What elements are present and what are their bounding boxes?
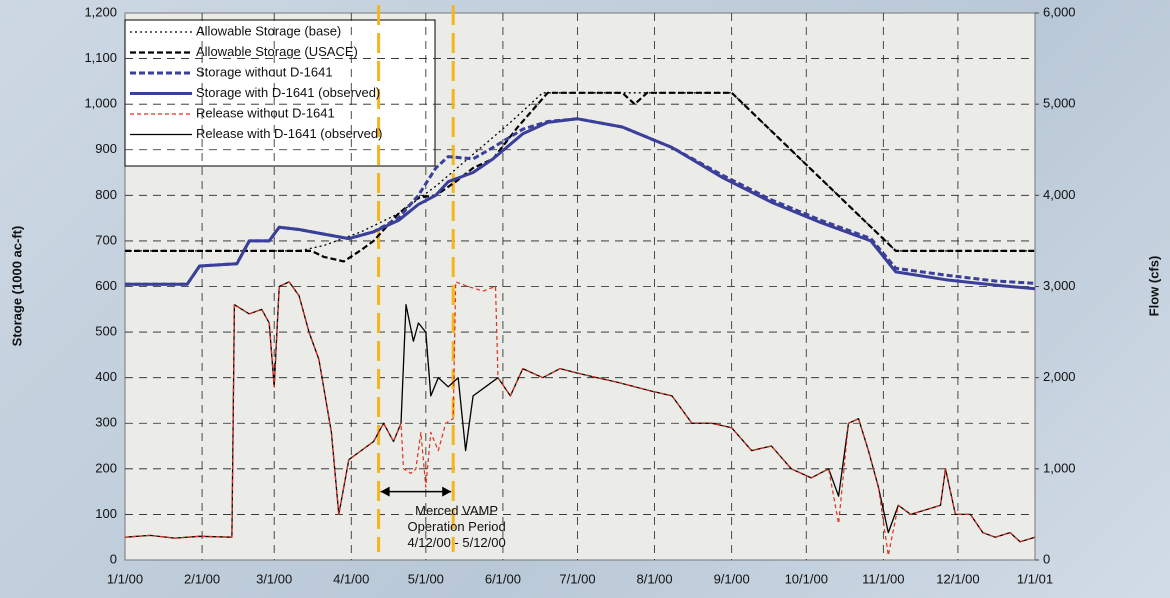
annotation: Merced VAMP: [415, 503, 498, 518]
y-tick-label: 600: [95, 278, 117, 293]
y-tick-label: 800: [95, 187, 117, 202]
y-tick-label: 700: [95, 232, 117, 247]
y-tick-label: 1,100: [84, 50, 117, 65]
x-tick-label: 11/1/00: [862, 571, 904, 586]
annotation: Operation Period: [407, 519, 505, 534]
y2-tick-label: 6,000: [1043, 4, 1076, 19]
x-tick-label: 6/1/00: [485, 571, 521, 586]
x-tick-label: 1/1/00: [107, 571, 143, 586]
y-tick-label: 100: [95, 506, 117, 521]
y-axis-label: Storage (1000 ac-ft): [9, 226, 24, 347]
y-tick-label: 400: [95, 369, 117, 384]
series-line: [125, 92, 1035, 252]
legend-label: Storage without D-1641: [196, 64, 333, 79]
x-tick-label: 9/1/00: [714, 571, 750, 586]
x-tick-label: 5/1/00: [408, 571, 444, 586]
y-tick-label: 1,000: [84, 96, 117, 111]
y2-axis-label: Flow (cfs): [1146, 256, 1161, 317]
y-tick-label: 0: [110, 551, 117, 566]
x-tick-label: 12/1/00: [936, 571, 979, 586]
x-tick-label: 4/1/00: [333, 571, 369, 586]
y2-tick-label: 1,000: [1043, 460, 1076, 475]
legend-label: Storage with D-1641 (observed): [196, 85, 380, 100]
y2-tick-label: 4,000: [1043, 187, 1076, 202]
x-tick-label: 10/1/00: [785, 571, 828, 586]
legend-label: Allowable Storage (USACE): [196, 44, 358, 59]
y-tick-label: 1,200: [84, 4, 117, 19]
x-tick-label: 1/1/01: [1017, 571, 1053, 586]
legend-label: Allowable Storage (base): [196, 23, 341, 38]
x-tick-label: 3/1/00: [256, 571, 292, 586]
series-line: [125, 117, 1036, 291]
y-tick-label: 500: [95, 324, 117, 339]
annotation: 4/12/00 - 5/12/00: [407, 535, 505, 550]
legend-label: Release with D-1641 (observed): [196, 126, 382, 141]
x-tick-label: 2/1/00: [184, 571, 220, 586]
x-tick-label: 8/1/00: [637, 571, 673, 586]
y2-tick-label: 2,000: [1043, 369, 1076, 384]
legend-label: Release without D-1641: [196, 105, 335, 120]
y-tick-label: 200: [95, 460, 117, 475]
y2-tick-label: 3,000: [1043, 278, 1076, 293]
y2-tick-label: 5,000: [1043, 96, 1076, 111]
y-tick-label: 300: [95, 415, 117, 430]
y2-tick-label: 0: [1043, 551, 1050, 566]
x-tick-label: 7/1/00: [559, 571, 595, 586]
y-tick-label: 900: [95, 141, 117, 156]
